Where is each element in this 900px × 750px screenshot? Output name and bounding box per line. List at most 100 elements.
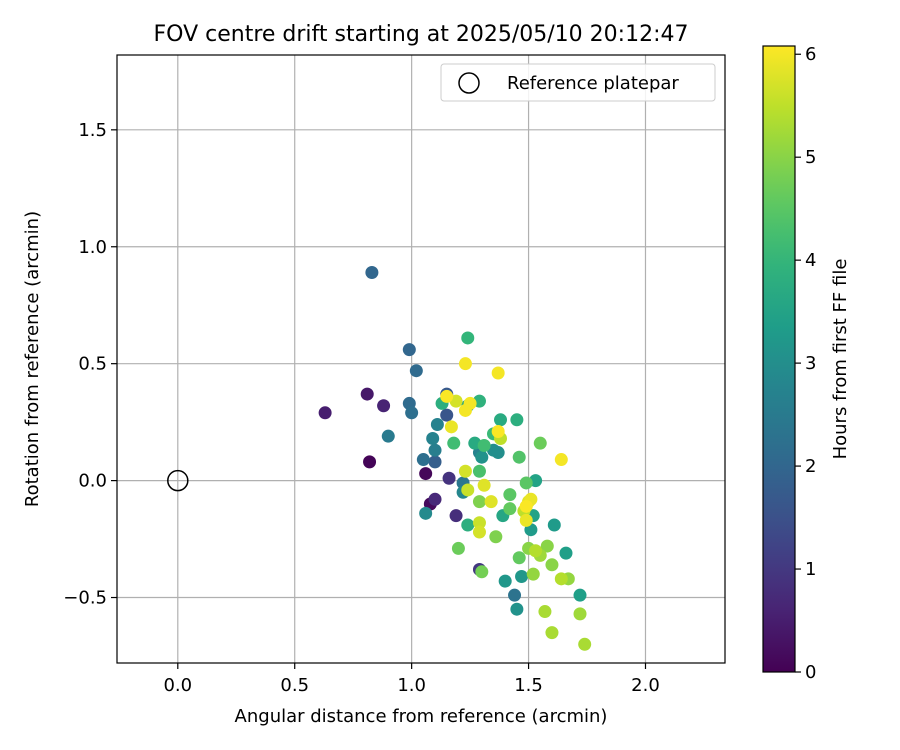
scatter-point — [484, 495, 498, 509]
scatter-point — [519, 476, 533, 490]
scatter-point — [529, 544, 543, 558]
scatter-point — [515, 569, 529, 583]
scatter-point — [472, 495, 486, 509]
scatter-point — [503, 488, 517, 502]
scatter-point — [545, 626, 559, 640]
reference-platepar-marker — [167, 469, 189, 492]
scatter-point — [491, 446, 505, 460]
scatter-point — [360, 387, 374, 401]
colorbar-tick-label: 2 — [805, 456, 816, 477]
colorbar-ticks: 0 1 2 3 4 5 6 — [795, 44, 816, 683]
y-tick-label: −0.5 — [63, 588, 107, 609]
colorbar-tick-label: 5 — [805, 147, 816, 168]
legend-box — [440, 63, 716, 102]
grid — [117, 55, 725, 663]
scatter-point — [419, 467, 433, 481]
scatter-point — [426, 432, 440, 446]
x-tick-label: 0.5 — [280, 675, 309, 696]
colorbar-gradient — [763, 46, 795, 672]
scatter-point — [498, 574, 512, 588]
scatter-point — [554, 453, 568, 467]
y-tick-label: 1.5 — [78, 120, 107, 141]
legend-marker-reference — [458, 72, 480, 94]
scatter-point — [475, 565, 489, 579]
scatter-point — [461, 518, 475, 532]
scatter-point — [538, 605, 552, 619]
x-tick-label: 0.0 — [163, 675, 192, 696]
colorbar-tick-label: 0 — [805, 662, 816, 683]
colorbar-tick-label: 6 — [805, 44, 816, 65]
scatter-point — [472, 516, 486, 530]
scatter-points — [167, 265, 592, 651]
x-axis-label: Angular distance from reference (arcmin) — [235, 706, 608, 727]
x-tick-label: 1.5 — [514, 675, 543, 696]
scatter-point — [458, 357, 472, 371]
scatter-point — [405, 406, 419, 420]
scatter-point — [449, 509, 463, 523]
scatter-point — [430, 417, 444, 431]
scatter-point — [442, 471, 456, 485]
colorbar: 0 1 2 3 4 5 6 Hours from first FF file — [762, 44, 851, 683]
scatter-point — [519, 513, 533, 527]
scatter-point — [489, 530, 503, 544]
scatter-point — [318, 406, 332, 420]
scatter-point — [559, 546, 573, 560]
x-tick-label: 1.0 — [397, 675, 426, 696]
scatter-point — [463, 396, 477, 410]
scatter-point — [447, 436, 461, 450]
scatter-point — [519, 499, 533, 513]
axis-ticks: 0.0 0.5 1.0 1.5 2.0 −0.5 0.0 0.5 1.0 1.5 — [63, 120, 660, 696]
scatter-point — [428, 492, 442, 506]
scatter-point — [416, 453, 430, 467]
scatter-point — [491, 366, 505, 380]
scatter-point — [554, 572, 568, 586]
scatter-point — [428, 455, 442, 469]
scatter-point — [533, 436, 547, 450]
scatter-point — [365, 265, 379, 279]
scatter-point — [377, 399, 391, 413]
scatter-point — [461, 331, 475, 345]
scatter-point — [510, 413, 524, 427]
y-tick-label: 1.0 — [78, 237, 107, 258]
chart-title: FOV centre drift starting at 2025/05/10 … — [154, 22, 689, 47]
scatter-point — [540, 539, 554, 553]
colorbar-tick-label: 1 — [805, 559, 816, 580]
scatter-point — [526, 567, 540, 581]
scatter-point — [428, 443, 442, 457]
y-axis-label: Rotation from reference (arcmin) — [22, 211, 43, 507]
plot-area: 0.0 0.5 1.0 1.5 2.0 −0.5 0.0 0.5 1.0 1.5 — [63, 54, 726, 696]
scatter-point — [578, 637, 592, 651]
scatter-point — [381, 429, 395, 443]
scatter-point — [472, 464, 486, 478]
scatter-point — [458, 464, 472, 478]
scatter-point — [573, 588, 587, 602]
scatter-point — [402, 343, 416, 357]
scatter-point — [503, 502, 517, 516]
colorbar-label: Hours from first FF file — [830, 259, 851, 460]
scatter-point — [491, 424, 505, 438]
scatter-point — [472, 525, 486, 539]
scatter-point — [512, 450, 526, 464]
scatter-point — [477, 478, 491, 492]
colorbar-tick-label: 3 — [805, 353, 816, 374]
colorbar-tick-label: 4 — [805, 250, 816, 271]
scatter-point — [451, 541, 465, 555]
legend: Reference platepar — [440, 63, 716, 102]
scatter-point — [494, 413, 508, 427]
scatter-point — [461, 483, 475, 497]
scatter-point — [508, 588, 522, 602]
scatter-point — [545, 558, 559, 572]
scatter-point — [363, 455, 377, 469]
legend-label-reference: Reference platepar — [507, 73, 679, 94]
scatter-point — [512, 551, 526, 565]
plot-frame — [116, 54, 726, 664]
colorbar-frame — [762, 45, 796, 673]
scatter-point — [510, 602, 524, 616]
scatter-point — [440, 408, 454, 422]
scatter-point — [409, 364, 423, 378]
scatter-point — [573, 607, 587, 621]
scatter-point — [419, 506, 433, 520]
scatter-point — [477, 439, 491, 453]
